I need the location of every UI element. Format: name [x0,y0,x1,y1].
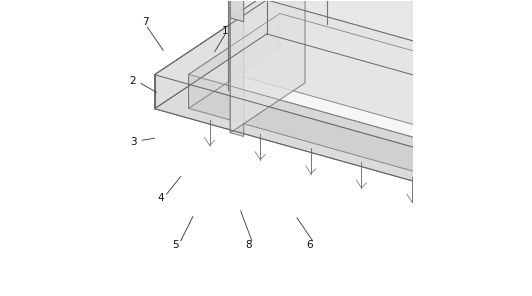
Text: 2: 2 [129,75,136,86]
Polygon shape [189,74,495,194]
Text: 4: 4 [157,193,164,203]
Text: 1: 1 [222,26,228,36]
Text: 6: 6 [306,240,313,250]
Polygon shape [230,0,305,133]
Polygon shape [471,107,532,145]
Polygon shape [155,0,267,109]
Text: 8: 8 [245,240,252,250]
Text: 3: 3 [130,137,137,147]
Polygon shape [473,0,532,50]
Polygon shape [230,0,244,22]
Polygon shape [230,18,244,136]
Polygon shape [473,0,475,71]
Polygon shape [230,0,490,146]
Polygon shape [471,0,532,122]
Text: 5: 5 [172,240,178,250]
Polygon shape [155,0,532,174]
Polygon shape [230,0,244,86]
Polygon shape [230,0,305,18]
Text: 7: 7 [143,17,149,27]
Polygon shape [189,14,280,108]
Polygon shape [189,14,532,160]
Polygon shape [155,75,509,208]
